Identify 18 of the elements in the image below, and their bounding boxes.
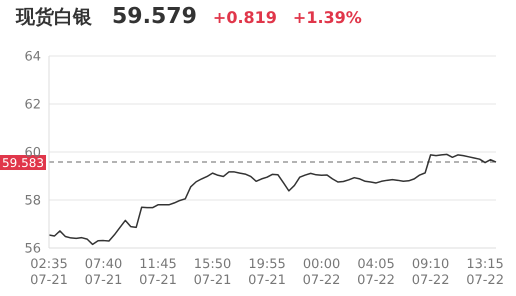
chart-title: 现货白银 [16,5,92,30]
y-tick-label: 58 [24,194,41,209]
x-tick-label: 02:35 07-21 [30,257,68,288]
y-tick-label: 56 [24,242,41,257]
x-tick-label: 04:05 07-22 [357,257,395,288]
x-tick-label: 11:45 07-21 [139,257,177,288]
x-tick-label: 07:40 07-21 [84,257,122,288]
x-tick-label: 00:00 07-22 [302,257,340,288]
x-tick-label: 09:10 07-22 [412,257,450,288]
y-tick-label: 62 [24,98,41,113]
x-tick-label: 13:15 07-22 [466,257,504,288]
line-series [48,154,497,246]
x-tick-label: 19:55 07-21 [248,257,286,288]
text: 59.579 [112,4,197,29]
y-tick-label: 64 [24,50,41,65]
text: +1.39% [292,8,362,27]
x-tick-label: 15:50 07-21 [194,257,232,288]
text: +0.819 [212,8,277,27]
